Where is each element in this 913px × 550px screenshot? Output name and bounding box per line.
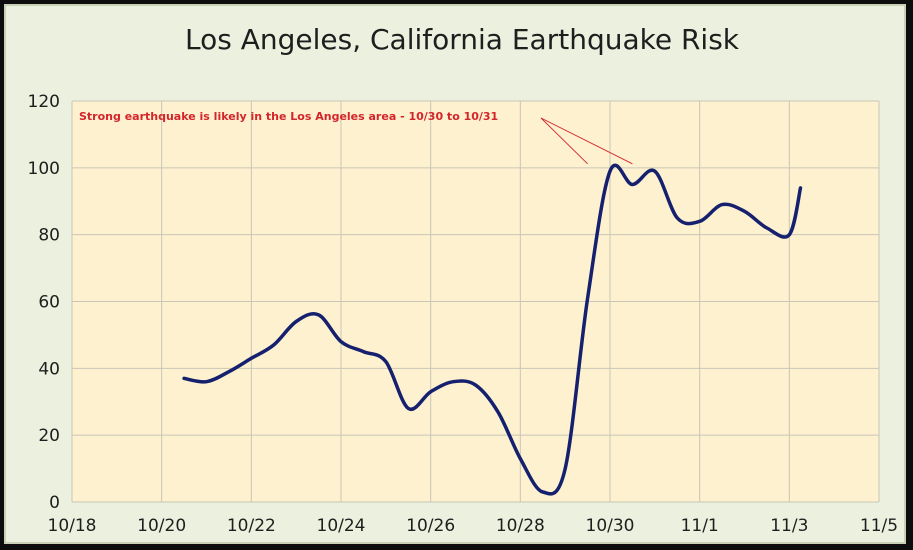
annotation-text: Strong earthquake is likely in the Los A… — [79, 110, 498, 123]
x-tick-label: 11/3 — [770, 516, 808, 536]
chart-frame: Los Angeles, California Earthquake Risk … — [4, 4, 906, 544]
y-tick-label: 60 — [38, 293, 60, 313]
x-tick-label: 10/20 — [137, 516, 186, 536]
y-tick-label: 0 — [49, 493, 60, 513]
y-tick-label: 80 — [38, 226, 60, 246]
x-tick-label: 10/28 — [496, 516, 545, 536]
x-tick-label: 11/1 — [681, 516, 719, 536]
series-line — [182, 163, 803, 496]
y-tick-label: 120 — [28, 92, 60, 112]
x-axis-ticks: 10/18 10/20 10/22 10/24 10/26 10/28 10/30 11/1 1… — [48, 516, 899, 536]
y-tick-label: 40 — [38, 359, 60, 379]
y-tick-label: 100 — [28, 159, 60, 179]
x-tick-label: 11/5 — [860, 516, 898, 536]
y-axis-ticks: 0 20 40 60 80 100 120 — [28, 92, 60, 513]
annotation-leader-line — [540, 117, 588, 165]
x-tick-label: 10/26 — [406, 516, 455, 536]
annotation-leader-line — [540, 117, 633, 165]
y-tick-label: 20 — [38, 426, 60, 446]
chart-title: Los Angeles, California Earthquake Risk — [185, 23, 740, 56]
line-chart: Los Angeles, California Earthquake Risk … — [28, 23, 899, 536]
annotation: Strong earthquake is likely in the Los A… — [79, 110, 633, 165]
x-tick-label: 10/18 — [48, 516, 97, 536]
x-tick-label: 10/30 — [586, 516, 635, 536]
grid-lines — [71, 100, 880, 503]
x-tick-label: 10/22 — [227, 516, 276, 536]
x-tick-label: 10/24 — [317, 516, 366, 536]
